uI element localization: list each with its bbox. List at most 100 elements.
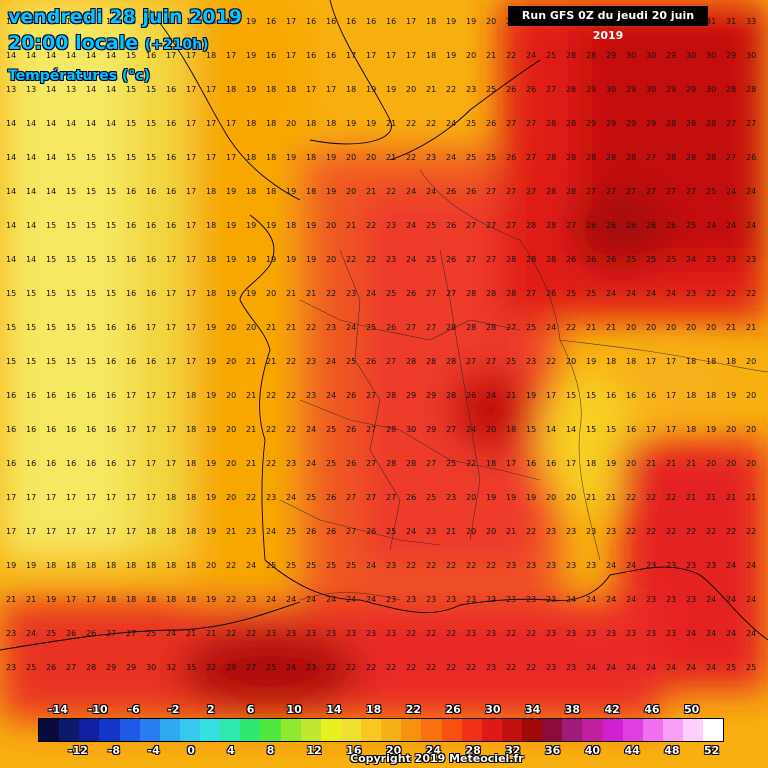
legend-swatch	[159, 719, 180, 741]
grid-value: 15	[66, 255, 76, 264]
grid-value: 15	[566, 391, 576, 400]
grid-value: 16	[626, 425, 636, 434]
grid-value: 17	[346, 51, 356, 60]
grid-value: 23	[526, 561, 536, 570]
grid-value: 22	[626, 527, 636, 536]
grid-value: 19	[206, 391, 216, 400]
grid-value: 28	[746, 85, 756, 94]
grid-value: 27	[526, 153, 536, 162]
grid-value: 25	[46, 629, 56, 638]
grid-value: 19	[226, 187, 236, 196]
grid-value: 24	[426, 187, 436, 196]
grid-value: 16	[126, 221, 136, 230]
grid-value: 16	[166, 153, 176, 162]
grid-value: 23	[566, 663, 576, 672]
grid-value: 22	[446, 663, 456, 672]
legend-swatch	[340, 719, 361, 741]
grid-value: 20	[646, 323, 656, 332]
grid-value: 24	[466, 425, 476, 434]
grid-value: 25	[466, 153, 476, 162]
grid-value: 15	[6, 323, 16, 332]
legend-tick-label: -12	[68, 744, 88, 757]
region-line-3	[299, 399, 541, 481]
grid-value: 17	[186, 255, 196, 264]
grid-value: 22	[426, 561, 436, 570]
grid-value: 17	[326, 85, 336, 94]
grid-value: 28	[406, 357, 416, 366]
grid-value: 18	[206, 187, 216, 196]
time-main: 20:00 locale	[8, 32, 145, 54]
grid-value: 25	[686, 221, 696, 230]
grid-value: 22	[446, 561, 456, 570]
grid-value: 17	[166, 17, 176, 26]
grid-value: 21	[246, 425, 256, 434]
grid-value: 15	[66, 289, 76, 298]
grid-value: 16	[106, 425, 116, 434]
grid-value: 16	[46, 459, 56, 468]
grid-value: 24	[686, 663, 696, 672]
grid-value: 20	[726, 425, 736, 434]
grid-value: 13	[6, 85, 16, 94]
grid-value: 24	[706, 663, 716, 672]
grid-value: 18	[286, 85, 296, 94]
grid-value: 22	[446, 629, 456, 638]
grid-value: 18	[486, 459, 496, 468]
grid-value: 20	[226, 323, 236, 332]
grid-value: 19	[446, 51, 456, 60]
grid-value: 25	[426, 493, 436, 502]
grid-value: 20	[406, 85, 416, 94]
grid-value: 20	[326, 255, 336, 264]
grid-value: 19	[286, 187, 296, 196]
grid-value: 14	[546, 425, 556, 434]
legend-tick-label: 4	[227, 744, 235, 757]
grid-value: 17	[146, 425, 156, 434]
legend-swatch	[481, 719, 502, 741]
grid-value: 18	[246, 119, 256, 128]
grid-value: 18	[286, 221, 296, 230]
grid-value: 21	[446, 527, 456, 536]
legend-swatch	[300, 719, 321, 741]
grid-value: 23	[686, 289, 696, 298]
grid-value: 24	[406, 527, 416, 536]
grid-value: 23	[466, 85, 476, 94]
grid-value: 23	[366, 629, 376, 638]
grid-value: 21	[726, 493, 736, 502]
grid-value: 27	[526, 119, 536, 128]
grid-value: 27	[386, 493, 396, 502]
grid-value: 21	[506, 527, 516, 536]
grid-value: 19	[346, 119, 356, 128]
grid-value: 23	[446, 595, 456, 604]
grid-value: 22	[726, 289, 736, 298]
grid-value: 22	[406, 561, 416, 570]
grid-value: 16	[6, 391, 16, 400]
legend-swatch	[220, 719, 241, 741]
grid-value: 23	[546, 663, 556, 672]
grid-value: 26	[366, 527, 376, 536]
grid-value: 23	[386, 255, 396, 264]
grid-value: 18	[206, 51, 216, 60]
grid-value: 18	[246, 187, 256, 196]
grid-value: 18	[266, 187, 276, 196]
grid-value: 25	[286, 527, 296, 536]
grid-value: 23	[646, 629, 656, 638]
grid-value: 20	[746, 357, 756, 366]
coast-ligurian	[609, 566, 768, 641]
grid-value: 19	[326, 153, 336, 162]
grid-value: 19	[226, 221, 236, 230]
grid-value: 16	[46, 391, 56, 400]
grid-value: 24	[366, 561, 376, 570]
grid-value: 23	[706, 255, 716, 264]
grid-value: 18	[246, 153, 256, 162]
grid-value: 13	[26, 85, 36, 94]
legend-swatch	[381, 719, 402, 741]
grid-value: 14	[86, 85, 96, 94]
grid-value: 21	[666, 459, 676, 468]
grid-value: 26	[326, 527, 336, 536]
grid-value: 14	[26, 119, 36, 128]
grid-value: 23	[386, 221, 396, 230]
grid-value: 17	[646, 425, 656, 434]
grid-value: 29	[666, 85, 676, 94]
grid-value: 18	[706, 391, 716, 400]
grid-value: 28	[506, 255, 516, 264]
